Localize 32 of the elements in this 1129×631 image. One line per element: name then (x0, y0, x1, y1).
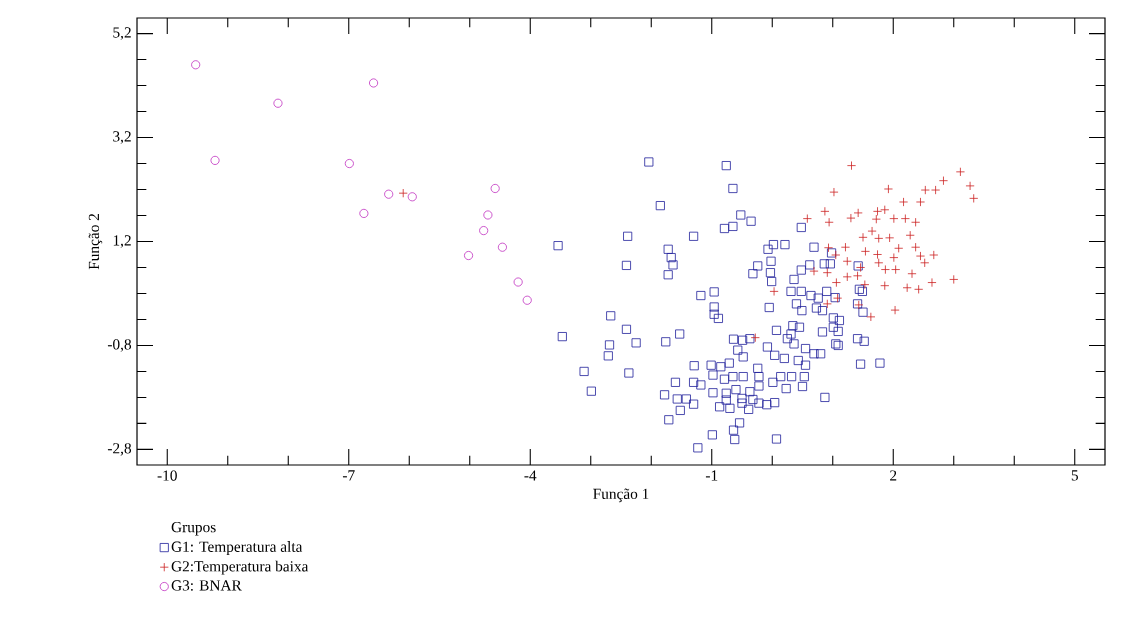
y-tick-label: 1,2 (113, 235, 131, 248)
point (369, 78, 379, 88)
legend-label: G1: Temperatura alta (171, 541, 303, 556)
point (490, 183, 500, 194)
point (464, 250, 474, 261)
x-tick-label: -4 (524, 470, 537, 481)
y-tick-label: -2,8 (107, 443, 132, 456)
point (384, 189, 394, 199)
legend-label: G3: BNAR (171, 580, 242, 591)
x-tick-label: -10 (157, 470, 177, 481)
x-tick-label: -7 (342, 470, 355, 481)
legend-title: Grupos (171, 522, 216, 536)
legend-label: G2:Temperatura baixa (171, 560, 309, 575)
point (497, 242, 507, 252)
x-axis-title: Função 1 (593, 488, 649, 503)
point (479, 226, 489, 236)
point (407, 192, 417, 202)
y-tick-label: -0,8 (107, 339, 132, 352)
point (210, 155, 220, 165)
y-tick-label: 3,2 (113, 131, 131, 144)
y-axis-title: Função 2 (88, 214, 103, 270)
point (359, 208, 369, 218)
x-tick-label: -1 (705, 470, 718, 481)
x-tick-label: 2 (890, 470, 897, 481)
point (522, 295, 532, 305)
point (344, 159, 354, 169)
point (273, 98, 283, 108)
point (513, 277, 523, 287)
point (191, 60, 201, 70)
x-tick-label: 5 (1071, 470, 1078, 481)
point (483, 210, 493, 220)
y-tick-label: 5,2 (113, 27, 131, 40)
